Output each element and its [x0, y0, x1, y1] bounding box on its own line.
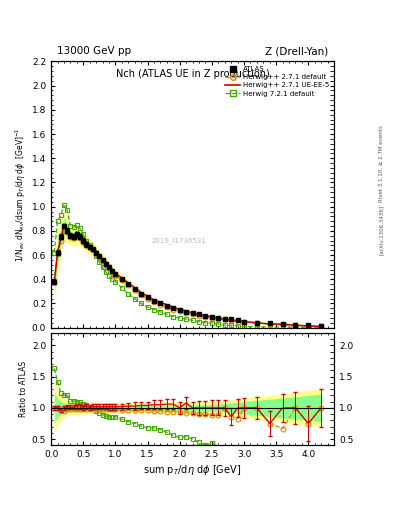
Text: Nch (ATLAS UE in Z production): Nch (ATLAS UE in Z production): [116, 70, 270, 79]
Text: 2019_I1736531: 2019_I1736531: [151, 238, 206, 244]
Text: 13000 GeV pp: 13000 GeV pp: [57, 46, 131, 56]
Y-axis label: Ratio to ATLAS: Ratio to ATLAS: [19, 361, 28, 417]
Text: Rivet 3.1.10, ≥ 2.7M events: Rivet 3.1.10, ≥ 2.7M events: [379, 125, 384, 202]
Text: [arXiv:1306.3436]: [arXiv:1306.3436]: [379, 205, 384, 255]
Y-axis label: 1/N$_{ev}$ dN$_{ev}$/dsum p$_{T}$/d$\eta$ d$\phi$  [GeV]$^{-1}$: 1/N$_{ev}$ dN$_{ev}$/dsum p$_{T}$/d$\eta…: [13, 127, 28, 262]
Legend: ATLAS, Herwig++ 2.7.1 default, Herwig++ 2.7.1 UE-EE-5, Herwig 7.2.1 default: ATLAS, Herwig++ 2.7.1 default, Herwig++ …: [224, 65, 331, 98]
Text: Z (Drell-Yan): Z (Drell-Yan): [265, 46, 329, 56]
X-axis label: sum p$_{T}$/d$\eta$ d$\phi$ [GeV]: sum p$_{T}$/d$\eta$ d$\phi$ [GeV]: [143, 463, 242, 478]
